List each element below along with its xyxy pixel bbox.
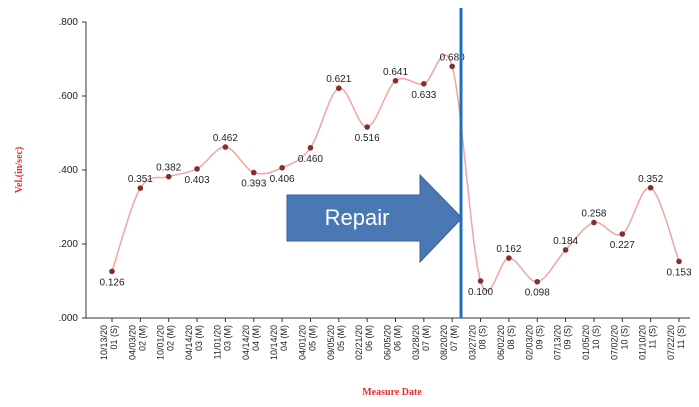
data-label: 0.184 xyxy=(553,236,578,247)
data-point xyxy=(137,185,144,191)
data-point xyxy=(364,124,370,130)
x-tick-label: 06/05/20 xyxy=(383,325,393,360)
x-axis-title: Measure Date xyxy=(362,387,422,398)
x-tick-label: 07 (M) xyxy=(421,325,431,351)
x-tick-label: 05 (M) xyxy=(307,325,317,351)
data-point xyxy=(307,145,314,151)
data-label: 0.462 xyxy=(213,133,238,144)
x-tick-label: 06 (M) xyxy=(393,325,403,351)
x-tick-label: 07/13/20 xyxy=(553,325,563,360)
y-tick-label: .800 xyxy=(59,17,79,28)
data-label: 0.162 xyxy=(496,244,521,255)
x-tick-label: 02/21/20 xyxy=(354,325,364,360)
x-tick-label: 04/14/20 xyxy=(241,325,251,360)
x-tick-label: 01/05/20 xyxy=(581,325,591,360)
x-tick-label: 10 (S) xyxy=(591,325,601,350)
x-tick-label: 04/01/20 xyxy=(297,325,307,360)
data-point xyxy=(477,278,484,284)
data-point xyxy=(109,268,115,275)
x-tick-label: 02 (M) xyxy=(137,325,147,351)
x-tick-label: 03/28/20 xyxy=(411,325,421,360)
data-label: 0.382 xyxy=(156,163,181,174)
x-tick-label: 10/14/20 xyxy=(269,325,279,360)
data-point xyxy=(506,255,512,261)
x-tick-label: 10/01/20 xyxy=(156,325,166,360)
x-tick-label: 09 (S) xyxy=(534,325,544,350)
x-tick-label: 06/02/20 xyxy=(496,325,506,360)
y-tick-label: .400 xyxy=(59,165,79,176)
x-tick-label: 07 (M) xyxy=(449,325,459,351)
data-label: 0.098 xyxy=(525,288,550,299)
data-label: 0.393 xyxy=(241,179,266,190)
x-tick-label: 01/10/20 xyxy=(638,325,648,360)
x-tick-label: 04 (M) xyxy=(279,325,289,351)
x-tick-label: 11 (S) xyxy=(648,325,658,349)
y-tick-label: .600 xyxy=(59,91,79,102)
x-tick-label: 07/22/20 xyxy=(666,325,676,360)
x-tick-label: 03/27/20 xyxy=(468,325,478,360)
data-label: 0.633 xyxy=(411,90,436,101)
data-point xyxy=(591,219,597,226)
x-tick-label: 06 (M) xyxy=(364,325,374,351)
x-tick-label: 09/05/20 xyxy=(326,325,336,360)
data-label: 0.352 xyxy=(638,174,663,185)
x-tick-label: 03 (M) xyxy=(194,325,204,351)
data-point xyxy=(562,247,569,253)
data-label: 0.621 xyxy=(326,74,351,85)
data-label: 0.153 xyxy=(666,267,691,278)
x-tick-label: 08 (S) xyxy=(478,325,488,350)
data-point xyxy=(222,144,229,150)
x-tick-label: 02 (M) xyxy=(166,325,176,351)
x-tick-label: 04 (M) xyxy=(251,325,261,351)
x-tick-label: 01 (S) xyxy=(109,325,119,350)
y-tick-label: .000 xyxy=(59,313,79,324)
x-tick-label: 02/03/20 xyxy=(524,325,534,360)
data-label: 0.258 xyxy=(581,209,606,220)
data-label: 0.460 xyxy=(298,154,323,165)
data-point xyxy=(449,63,456,70)
data-point xyxy=(619,231,626,237)
x-tick-label: 08 (S) xyxy=(506,325,516,350)
data-point xyxy=(392,78,399,84)
x-tick-label: 07/02/20 xyxy=(609,325,619,360)
data-label: 0.126 xyxy=(99,277,124,288)
data-label: 0.680 xyxy=(440,52,465,63)
data-point xyxy=(194,166,200,172)
x-tick-label: 11/01/20 xyxy=(212,325,222,359)
data-point xyxy=(534,278,541,285)
series-line xyxy=(111,54,680,292)
x-tick-label: 10/13/20 xyxy=(99,325,109,360)
x-tick-label: 08/20/20 xyxy=(439,325,449,360)
x-tick-label: 03 (M) xyxy=(222,325,232,351)
data-point xyxy=(279,164,285,171)
annotation: Repair xyxy=(325,205,390,230)
plot-area: .000 .200 .400 .600 .800 10/13/20 01 (S) 04/03/… xyxy=(59,17,692,360)
y-axis-title: Vel.(in/sec) xyxy=(14,147,25,194)
data-label: 0.100 xyxy=(468,287,493,298)
x-tick-label: 04/14/20 xyxy=(184,325,194,360)
data-label: 0.227 xyxy=(610,240,635,251)
data-point xyxy=(647,184,654,191)
data-label: 0.406 xyxy=(270,174,295,185)
x-tick-label: 05 (M) xyxy=(336,325,346,351)
data-label: 0.403 xyxy=(185,175,210,186)
data-label: 0.516 xyxy=(355,133,380,144)
data-point xyxy=(676,258,682,265)
data-point xyxy=(336,85,342,92)
x-tick-label: 09 (S) xyxy=(563,325,573,350)
data-label: 0.351 xyxy=(128,174,153,185)
data-point xyxy=(165,173,172,180)
data-label: 0.641 xyxy=(383,67,408,78)
x-tick-label: 04/03/20 xyxy=(127,325,137,360)
y-tick-label: .200 xyxy=(59,239,79,250)
data-point xyxy=(421,80,427,87)
x-tick-label: 10 (S) xyxy=(619,325,629,350)
data-point xyxy=(250,169,257,176)
x-tick-label: 11 (S) xyxy=(676,325,686,349)
repair-arrow: Repair xyxy=(286,173,463,264)
